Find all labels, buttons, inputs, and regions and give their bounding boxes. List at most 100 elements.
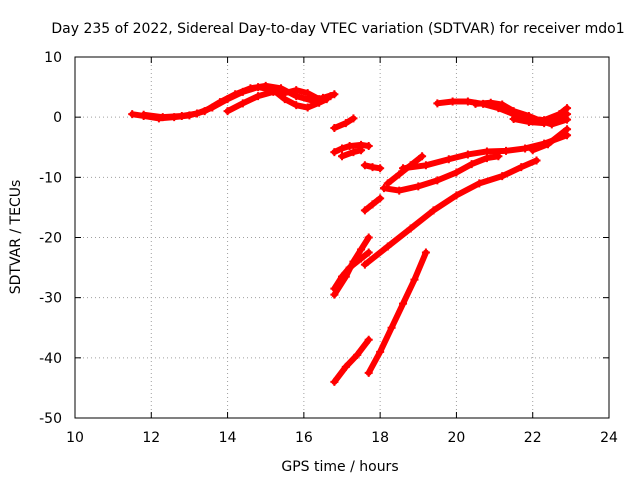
series-track-4 <box>330 114 358 132</box>
data-point <box>341 362 350 371</box>
data-point <box>452 191 461 200</box>
series-line <box>331 336 372 385</box>
series-track-8 <box>360 194 385 215</box>
data-point <box>326 92 335 101</box>
data-point <box>364 142 373 151</box>
data-point <box>349 148 358 157</box>
data-point <box>315 95 324 104</box>
data-point <box>471 99 480 108</box>
data-point <box>269 87 278 96</box>
data-point <box>433 176 442 185</box>
data-layer <box>128 81 572 386</box>
data-point <box>532 156 541 165</box>
data-point <box>376 347 385 356</box>
data-point <box>357 146 366 155</box>
data-point <box>368 200 377 209</box>
data-point <box>444 155 453 164</box>
series-line <box>365 249 429 376</box>
data-point <box>540 119 549 128</box>
series-track-6 <box>338 146 366 161</box>
x-tick-label: 20 <box>448 430 466 446</box>
data-point <box>383 242 392 251</box>
x-tick-label: 10 <box>66 430 84 446</box>
data-point <box>357 245 366 254</box>
y-tick-label: -20 <box>39 231 62 247</box>
data-point <box>406 224 415 233</box>
tick-layer: 10 12 14 16 18 20 22 24 10 0 -10 -20 -30 -40 -50 <box>39 50 618 446</box>
data-point <box>410 275 419 284</box>
data-point <box>379 184 388 193</box>
data-point <box>475 179 484 188</box>
series-line <box>434 98 571 124</box>
series-track-16 <box>364 248 430 377</box>
data-point <box>338 152 346 161</box>
data-point <box>368 163 377 172</box>
x-tick-label: 24 <box>600 430 618 446</box>
data-point <box>128 110 137 119</box>
data-point <box>349 114 358 123</box>
series-track-7 <box>360 161 385 173</box>
data-point <box>418 152 427 161</box>
data-point <box>364 368 373 377</box>
data-point <box>303 89 312 98</box>
data-point <box>330 148 339 157</box>
data-point <box>502 146 511 155</box>
series-track-12 <box>360 156 541 269</box>
series-track-11 <box>399 131 572 173</box>
data-point <box>139 110 148 119</box>
data-point <box>360 206 369 215</box>
data-point <box>498 172 507 181</box>
x-tick-label: 14 <box>219 430 237 446</box>
data-point <box>238 99 247 108</box>
data-point <box>452 168 461 177</box>
data-point <box>360 260 369 269</box>
data-point <box>330 284 339 293</box>
data-point <box>498 100 507 109</box>
data-point <box>223 95 232 104</box>
y-tick-label: -50 <box>39 411 62 427</box>
data-point <box>521 144 530 153</box>
data-point <box>345 263 354 272</box>
data-point <box>414 182 423 191</box>
y-tick-label: -40 <box>39 351 62 367</box>
x-axis-label: GPS time / hours <box>281 459 398 475</box>
grid-layer <box>75 57 609 418</box>
data-point <box>193 109 202 118</box>
data-point <box>395 170 404 179</box>
x-tick-label: 16 <box>295 430 313 446</box>
data-point <box>177 111 186 120</box>
x-tick-label: 18 <box>371 430 389 446</box>
data-point <box>509 114 518 123</box>
data-point <box>563 125 572 134</box>
data-point <box>330 377 339 386</box>
data-point <box>399 164 408 173</box>
data-point <box>353 350 362 359</box>
series-track-14 <box>330 248 373 293</box>
data-point <box>360 161 369 170</box>
data-point <box>509 107 518 116</box>
data-point <box>223 107 232 116</box>
data-point <box>280 89 289 98</box>
y-axis-label: SDTVAR / TECUs <box>8 180 24 295</box>
data-point <box>486 98 495 107</box>
y-tick-label: 0 <box>53 110 62 126</box>
data-point <box>254 83 263 92</box>
series-track-5 <box>330 140 373 157</box>
data-point <box>543 140 552 149</box>
series-track-20 <box>528 125 572 155</box>
data-point <box>463 150 472 159</box>
data-point <box>387 323 396 332</box>
y-tick-label: -10 <box>39 170 62 186</box>
data-point <box>555 114 564 123</box>
x-tick-label: 12 <box>142 430 160 446</box>
data-point <box>463 97 472 106</box>
data-point <box>364 233 373 242</box>
y-tick-label: 10 <box>44 50 62 66</box>
data-point <box>433 99 442 108</box>
y-tick-label: -30 <box>39 291 62 307</box>
data-point <box>482 147 491 156</box>
data-point <box>330 123 339 132</box>
data-point <box>292 101 301 110</box>
data-point <box>303 103 312 112</box>
data-point <box>383 179 392 188</box>
